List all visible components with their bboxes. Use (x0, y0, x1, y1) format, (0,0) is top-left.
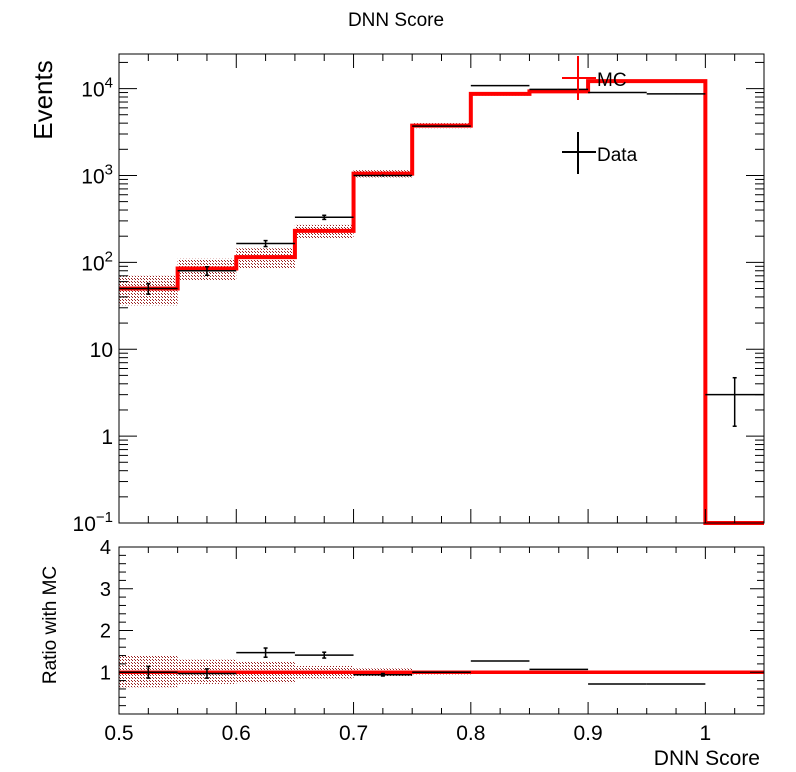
upper-y-axis-label: Events (28, 60, 58, 140)
upper-y-axis: 10−1 1 10 102 103 104 (73, 61, 764, 536)
upper-y-tick-label: 1 (101, 426, 113, 449)
lower-x-tick-label: 1 (700, 722, 712, 745)
upper-y-tick-label: 10 (90, 339, 113, 362)
data-point (529, 88, 589, 91)
ratio-point (177, 668, 237, 679)
data-point (294, 214, 354, 221)
lower-x-tick-label: 0.5 (104, 722, 133, 745)
ratio-point (294, 651, 354, 659)
lower-x-tick-label: 0.7 (339, 722, 368, 745)
lower-x-tick-label: 0.6 (222, 722, 251, 745)
upper-y-tick-label: 103 (81, 161, 113, 188)
lower-y-axis: 1 2 3 4 (100, 537, 764, 715)
legend-mc-label: MC (597, 70, 627, 91)
lower-x-tick-label: 0.9 (573, 722, 602, 745)
legend: MC Data (562, 56, 638, 174)
lower-y-tick-label: 2 (100, 621, 111, 643)
data-point (412, 125, 471, 127)
lower-x-axis: 0.5 0.6 0.7 0.8 0.9 1 (104, 547, 765, 745)
lower-y-tick-label: 1 (100, 662, 111, 684)
legend-entry-mc: MC (562, 56, 627, 100)
mc-step-line (119, 79, 764, 525)
data-points (119, 84, 764, 427)
data-point (177, 265, 237, 277)
data-point (470, 84, 530, 87)
x-axis-label: DNN Score (654, 747, 760, 770)
lower-y-tick-label: 3 (100, 579, 111, 601)
mc-histogram (119, 79, 764, 525)
upper-y-tick-label: 102 (81, 248, 113, 275)
ratio-points (119, 647, 706, 685)
ratio-point (353, 672, 413, 677)
legend-data-label: Data (597, 145, 638, 166)
lower-plot-frame (118, 546, 765, 715)
ratio-point (236, 647, 295, 658)
data-point (236, 239, 295, 248)
data-point (119, 282, 178, 295)
data-point (705, 376, 764, 427)
lower-x-tick-label: 0.8 (456, 722, 485, 745)
data-point (588, 91, 647, 94)
upper-x-ticks (118, 54, 765, 523)
upper-y-tick-label: 10−1 (73, 509, 113, 536)
lower-y-tick-label: 4 (100, 537, 111, 559)
data-point (646, 93, 706, 95)
data-point (353, 174, 413, 177)
legend-entry-data: Data (562, 132, 638, 174)
chart-title: DNN Score (348, 10, 444, 31)
lower-y-axis-label: Ratio with MC (40, 566, 61, 684)
upper-y-tick-label: 104 (81, 75, 113, 102)
